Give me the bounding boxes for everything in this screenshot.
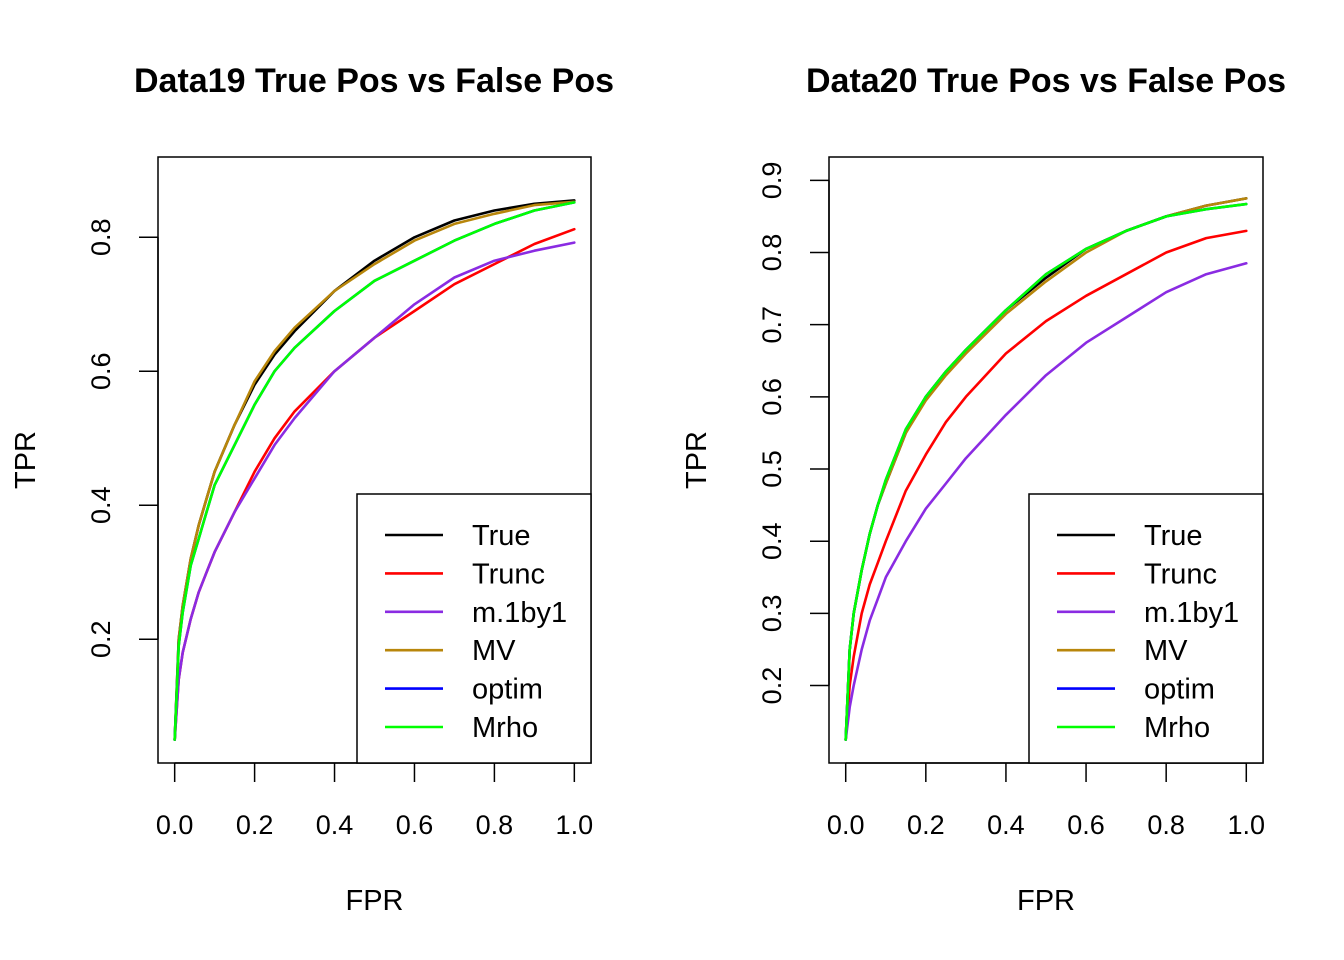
x-tick-label: 0.8 — [1147, 810, 1185, 840]
legend-box — [356, 493, 592, 764]
x-tick-label: 0.0 — [827, 810, 865, 840]
x-tick-label: 0.0 — [156, 810, 194, 840]
y-tick-label: 0.2 — [86, 620, 116, 658]
x-tick-label: 1.0 — [1228, 810, 1266, 840]
legend-item-true: True — [1057, 520, 1203, 552]
x-axis: 0.0 0.2 0.4 0.6 0.8 1.0 — [156, 762, 594, 840]
x-tick-label: 0.4 — [316, 810, 354, 840]
legend-item-m-1by1: m.1by1 — [1057, 597, 1239, 629]
chart-panel-1: Data19 True Pos vs False Pos FPR TPR 0.0 0.2… — [10, 62, 614, 917]
y-tick-label: 0.7 — [757, 306, 787, 344]
legend-item-mv: MV — [1057, 635, 1188, 667]
x-axis-label: FPR — [346, 885, 404, 917]
x-tick-label: 0.2 — [907, 810, 945, 840]
x-tick-label: 1.0 — [556, 810, 594, 840]
series-group — [844, 197, 1248, 742]
x-axis: 0.0 0.2 0.4 0.6 0.8 1.0 — [827, 762, 1266, 840]
y-tick-label: 0.9 — [757, 162, 787, 200]
legend-label: True — [1144, 520, 1203, 552]
legend-label: Trunc — [472, 558, 545, 590]
legend-label: optim — [472, 674, 543, 706]
legend-item-optim: optim — [1057, 674, 1215, 706]
legend-item-mrho: Mrho — [1057, 712, 1210, 744]
y-tick-label: 0.6 — [86, 352, 116, 390]
legend-label: Mrho — [1144, 712, 1210, 744]
y-tick-label: 0.6 — [757, 378, 787, 416]
x-tick-label: 0.4 — [987, 810, 1025, 840]
series-line-mrho — [173, 201, 576, 742]
y-axis-label: TPR — [10, 431, 42, 489]
legend: True Trunc m.1by1 MV optim Mrho — [1028, 493, 1264, 764]
legend-label: Mrho — [472, 712, 538, 744]
legend-label: m.1by1 — [1144, 597, 1239, 629]
series-line-m-1by1 — [173, 241, 576, 742]
x-axis-label: FPR — [1017, 885, 1075, 917]
x-tick-label: 0.6 — [1067, 810, 1105, 840]
legend-box — [1028, 493, 1264, 764]
legend-item-trunc: Trunc — [385, 558, 545, 590]
legend-item-m-1by1: m.1by1 — [385, 597, 567, 629]
chart-panel-2: Data20 True Pos vs False Pos FPR TPR 0.0 0.2… — [681, 62, 1286, 917]
y-tick-label: 0.8 — [86, 218, 116, 256]
legend-label: optim — [1144, 674, 1215, 706]
legend-item-optim: optim — [385, 674, 543, 706]
legend: True Trunc m.1by1 MV optim Mrho — [356, 493, 592, 764]
chart-title: Data20 True Pos vs False Pos — [806, 62, 1286, 100]
legend-item-true: True — [385, 520, 531, 552]
legend-label: True — [472, 520, 531, 552]
legend-item-trunc: Trunc — [1057, 558, 1217, 590]
y-axis: 0.2 0.4 0.6 0.8 — [86, 218, 159, 658]
legend-label: MV — [1144, 635, 1188, 667]
y-axis: 0.2 0.3 0.4 0.5 0.6 0.7 0.8 0.9 — [757, 162, 830, 705]
y-tick-label: 0.4 — [86, 486, 116, 524]
y-tick-label: 0.3 — [757, 595, 787, 633]
legend-item-mv: MV — [385, 635, 516, 667]
legend-label: m.1by1 — [472, 597, 567, 629]
x-tick-label: 0.6 — [396, 810, 434, 840]
series-line-m-1by1 — [844, 261, 1248, 742]
y-axis-label: TPR — [681, 431, 713, 489]
y-tick-label: 0.2 — [757, 667, 787, 705]
x-tick-label: 0.8 — [476, 810, 514, 840]
chart-title: Data19 True Pos vs False Pos — [134, 62, 614, 100]
series-line-mrho — [844, 202, 1248, 742]
series-group — [173, 199, 576, 742]
y-tick-label: 0.8 — [757, 234, 787, 272]
series-line-trunc — [844, 229, 1248, 742]
x-tick-label: 0.2 — [236, 810, 274, 840]
legend-item-mrho: Mrho — [385, 712, 538, 744]
y-tick-label: 0.5 — [757, 450, 787, 488]
legend-label: Trunc — [1144, 558, 1217, 590]
y-tick-label: 0.4 — [757, 522, 787, 560]
legend-label: MV — [472, 635, 516, 667]
